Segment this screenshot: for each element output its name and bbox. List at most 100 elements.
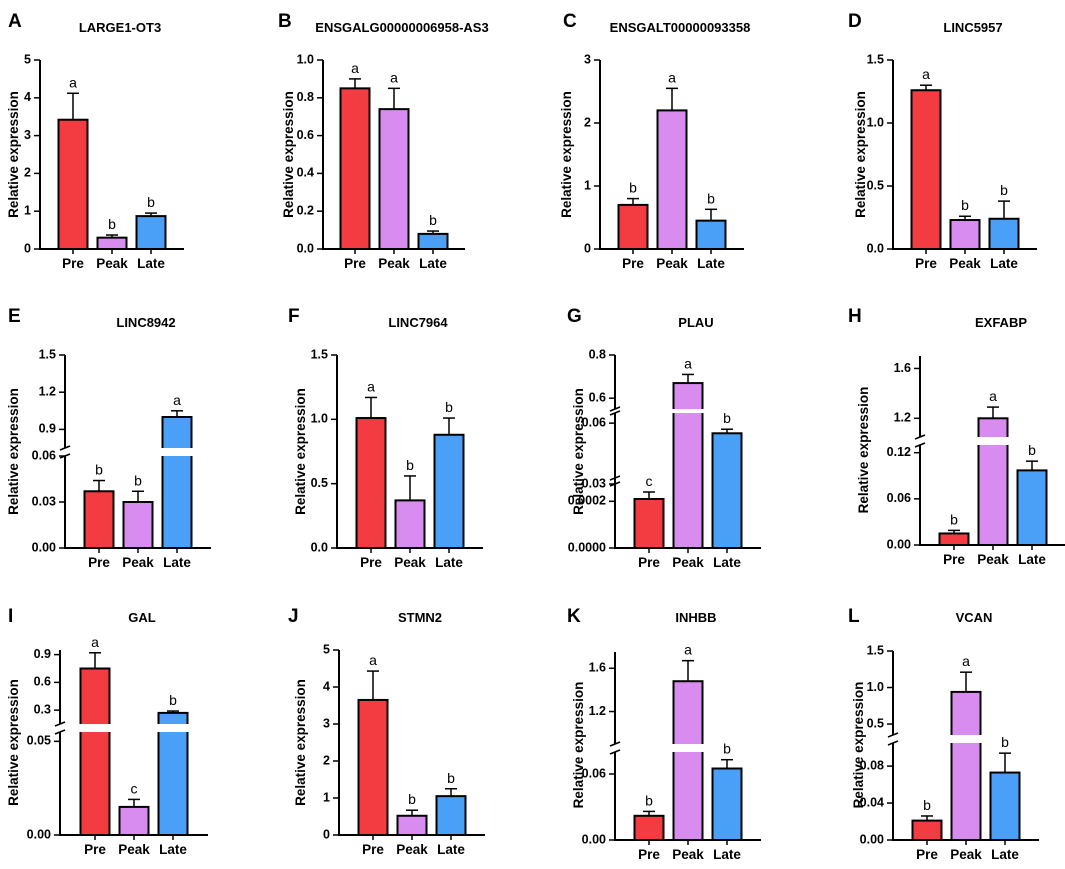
y-tick-label: 0.00 (860, 832, 884, 846)
bar-peak (378, 108, 410, 250)
y-axis-label: Relative expression (571, 682, 586, 809)
x-tick-label: Peak (394, 555, 426, 570)
y-tick-label: 0.03 (32, 494, 56, 508)
y-tick-label: 1.5 (311, 347, 328, 361)
y-tick-label: 1.5 (39, 347, 56, 361)
significance-letter: a (367, 378, 375, 394)
bar-pre (633, 814, 665, 841)
bar-peak (672, 680, 704, 841)
y-axis-label: Relative expression (293, 388, 308, 515)
x-tick-label: Peak (122, 555, 154, 570)
y-tick-label: 3 (584, 52, 591, 66)
chart-panel-a: A LARGE1-OT3 Relative expression 0 1 2 3 4 5 a Pre… (6, 11, 184, 271)
x-tick-label: Late (159, 842, 187, 857)
x-tick-label: Late (163, 555, 191, 570)
y-tick-label: 3 (323, 716, 330, 730)
bar-axis-gap (671, 409, 705, 413)
y-tick-label: 0.6 (297, 128, 314, 142)
y-tick-label: 1.0 (297, 52, 314, 66)
bar-pre (910, 89, 942, 250)
y-tick-label: 0.00 (887, 537, 911, 551)
chart-title: VCAN (956, 610, 993, 625)
bar-peak (949, 219, 981, 251)
y-tick-label: 0.04 (860, 795, 884, 809)
significance-letter: b (134, 472, 142, 488)
bar-late (135, 215, 167, 250)
significance-letter: b (447, 770, 455, 786)
y-tick-label: 0.06 (32, 448, 56, 462)
bar-late (711, 432, 743, 549)
chart-panel-g: G PLAU Relative expression 0.0000 0.0002 0.03… (567, 306, 761, 570)
x-tick-label: Pre (622, 256, 644, 271)
chart-title: ENSGALT00000093358 (610, 20, 751, 35)
bar-pre (83, 490, 115, 549)
panel-letter: B (278, 11, 292, 32)
x-tick-label: Late (697, 256, 725, 271)
chart-panel-l: L VCAN Relative expression 0.00 0.04 0.08 0.5 1… (848, 606, 1039, 862)
y-tick-label: 1 (24, 203, 31, 217)
panel-letter: H (848, 306, 862, 327)
axis-break-mark (887, 740, 899, 746)
bar-peak (672, 382, 704, 549)
y-tick-label: 1.0 (867, 115, 884, 129)
y-tick-label: 3 (24, 128, 31, 142)
y-tick-label: 1.6 (589, 661, 606, 675)
y-tick-label: 0 (323, 827, 330, 841)
y-tick-label: 1.5 (867, 643, 884, 657)
x-tick-label: Peak (396, 842, 428, 857)
significance-letter: b (108, 216, 116, 232)
y-tick-label: 0.0000 (568, 540, 606, 554)
bar-late (1016, 469, 1048, 546)
x-tick-label: Pre (62, 256, 84, 271)
y-tick-label: 0.06 (887, 491, 911, 505)
bar-peak (656, 109, 688, 251)
significance-letter: b (408, 791, 416, 807)
bar-pre (617, 203, 649, 250)
bar-late (988, 217, 1020, 250)
chart-title: GAL (128, 610, 156, 625)
y-tick-label: 0.4 (297, 166, 314, 180)
x-tick-label: Late (1018, 552, 1046, 567)
axis-break-mark (609, 749, 621, 755)
bar-pre (79, 667, 111, 836)
significance-letter: b (961, 197, 969, 213)
x-tick-label: Pre (84, 842, 106, 857)
significance-letter: b (1000, 182, 1008, 198)
x-tick-label: Pre (638, 555, 660, 570)
chart-title: INHBB (675, 610, 716, 625)
x-tick-label: Peak (656, 256, 688, 271)
y-tick-label: 0.06 (582, 766, 606, 780)
y-tick-label: 0.8 (297, 90, 314, 104)
bar-axis-gap (160, 448, 194, 456)
y-tick-label: 0.0 (867, 241, 884, 255)
bar-peak (396, 814, 428, 837)
significance-letter: a (668, 69, 676, 85)
chart-title: EXFABP (975, 315, 1027, 330)
bar-late (989, 771, 1021, 841)
axis-break-mark (54, 729, 66, 735)
chart-panel-c: C ENSGALT00000093358 Relative expression 0 1… (559, 11, 750, 271)
bar-pre (57, 118, 89, 250)
y-tick-label: 2 (584, 115, 591, 129)
x-tick-label: Peak (949, 256, 981, 271)
y-tick-label: 0.3 (34, 702, 51, 716)
y-tick-label: 1.0 (311, 412, 328, 426)
y-tick-label: 0.5 (867, 178, 884, 192)
chart-title: LARGE1-OT3 (79, 20, 161, 35)
x-tick-label: Late (437, 842, 465, 857)
y-tick-label: 1.2 (39, 384, 56, 398)
chart-panel-j: J STMN2 Relative expression 0 1 2 3 4 5 a Pre b Peak… (288, 606, 485, 857)
panel-letter: L (848, 606, 860, 627)
bar-axis-gap (949, 735, 983, 743)
y-tick-label: 0.00 (32, 540, 56, 554)
significance-letter: a (91, 634, 99, 650)
x-tick-label: Pre (362, 842, 384, 857)
y-tick-label: 0.9 (34, 647, 51, 661)
bar-late (695, 219, 727, 250)
x-tick-label: Pre (916, 847, 938, 862)
bar-late (417, 232, 449, 251)
significance-letter: b (445, 399, 453, 415)
x-tick-label: Late (419, 256, 447, 271)
bar-late (711, 767, 743, 841)
